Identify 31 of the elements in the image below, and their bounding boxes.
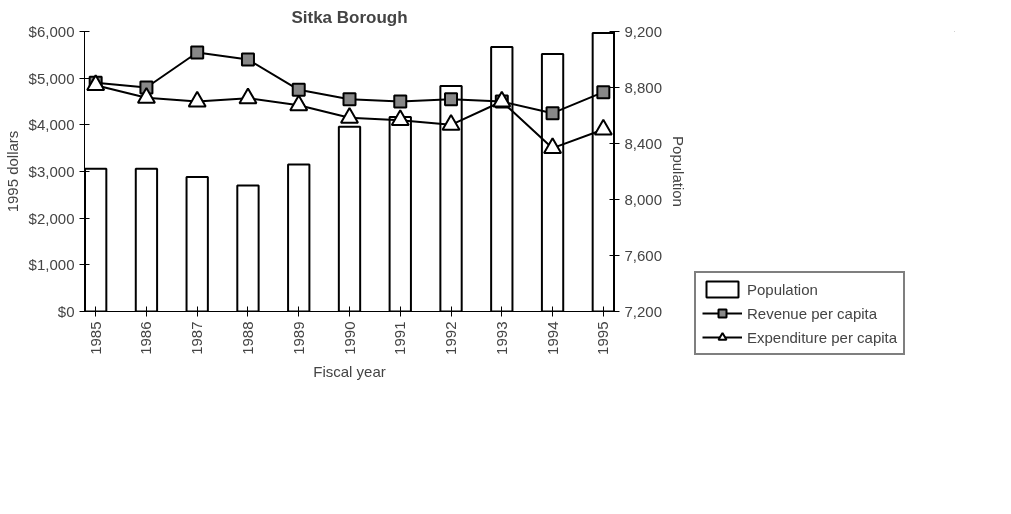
y2-tick-label: 7,600: [624, 246, 663, 264]
legend-label: Population: [747, 280, 818, 298]
legend-label: Expenditure per capita: [747, 328, 898, 346]
x-tick-label: 1991: [391, 321, 409, 355]
y-tick-label: $0: [57, 303, 75, 320]
y-tick-label: $6,000: [28, 23, 75, 40]
chart-title: Sitka Borough: [291, 7, 408, 27]
legend-label: Revenue per capita: [747, 304, 878, 322]
x-tick-label: 1987: [188, 321, 206, 355]
x-tick-label: 1985: [86, 321, 104, 355]
x-tick-label: 1995: [594, 321, 612, 355]
x-tick-label: 1993: [492, 321, 510, 355]
x-tick-label: 1992: [442, 321, 460, 355]
x-tick-label: 1994: [543, 321, 561, 355]
y-tick-label: $3,000: [28, 163, 75, 180]
y2-axis-title: Population: [670, 136, 688, 207]
y-tick-label: $4,000: [28, 116, 75, 134]
y2-tick-label: 7,200: [624, 302, 663, 320]
y-tick-label: $1,000: [28, 256, 75, 274]
y2-tick-label: 8,800: [624, 78, 663, 96]
x-tick-label: 1986: [137, 321, 155, 355]
y2-tick-label: 8,400: [624, 134, 663, 152]
y2-tick-label: 8,000: [624, 190, 663, 208]
y-tick-label: $2,000: [28, 209, 75, 227]
x-tick-label: 1988: [238, 321, 256, 355]
y2-tick-label: 9,200: [624, 22, 663, 40]
y-tick-label: $5,000: [28, 69, 75, 87]
y-axis-title: 1995 dollars: [3, 130, 21, 213]
x-tick-label: 1990: [340, 321, 358, 355]
x-axis-title: Fiscal year: [313, 362, 386, 380]
x-tick-label: 1989: [289, 321, 307, 355]
